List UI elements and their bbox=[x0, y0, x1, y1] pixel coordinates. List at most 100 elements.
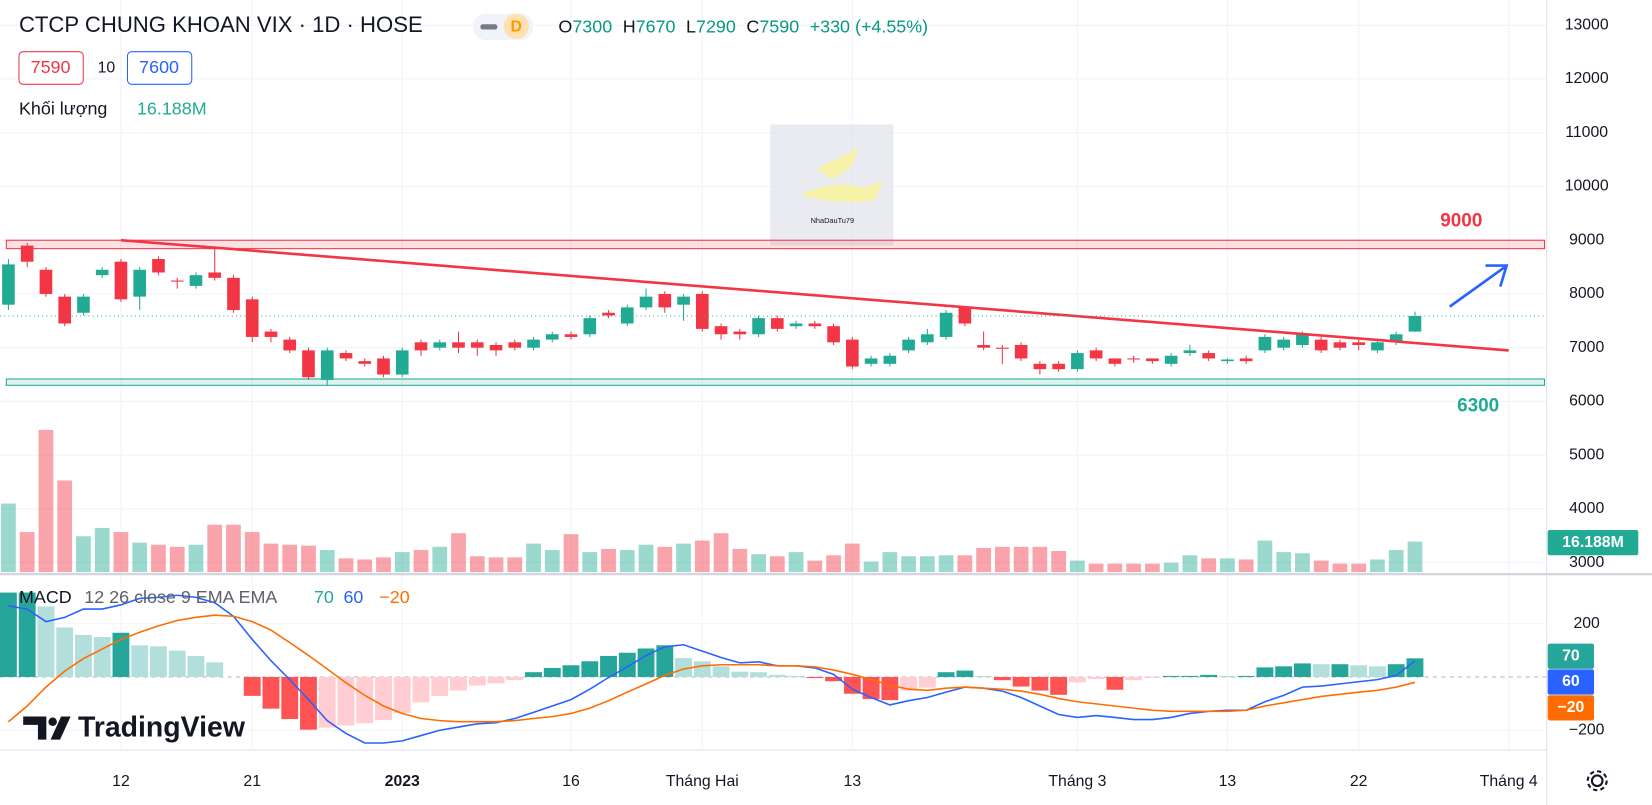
volume-bar bbox=[151, 544, 166, 573]
macd-histogram-bar bbox=[600, 655, 617, 677]
candle-body bbox=[39, 269, 53, 294]
y-tick-label: 10000 bbox=[1565, 178, 1609, 195]
candle-body bbox=[489, 345, 503, 351]
volume-bar bbox=[994, 546, 1010, 573]
macd-histogram-bar bbox=[562, 665, 580, 677]
x-tick-label: 13 bbox=[844, 773, 862, 790]
candle-body bbox=[864, 358, 878, 364]
volume-bar bbox=[1238, 559, 1254, 573]
macd-histogram-bar bbox=[0, 592, 17, 677]
macd-histogram-bar bbox=[1237, 675, 1255, 677]
macd-histogram-bar bbox=[56, 627, 74, 677]
candle-body bbox=[358, 361, 372, 364]
macd-histogram-bar bbox=[937, 672, 955, 677]
support-zone bbox=[5, 378, 1546, 386]
ohlc-value: 7300 bbox=[572, 16, 612, 36]
ohlc-legend: O7300 H7670 L7290 C7590 +330 (+4.55%) bbox=[558, 16, 928, 36]
volume-bar bbox=[619, 550, 635, 573]
candle-body bbox=[227, 277, 240, 311]
resistance-zone bbox=[5, 239, 1546, 250]
candle-body bbox=[677, 296, 690, 305]
volume-bar bbox=[882, 552, 898, 573]
brand-text: TradingView bbox=[78, 712, 246, 744]
macd-histogram-bar bbox=[1087, 676, 1105, 680]
settings-button[interactable] bbox=[1586, 770, 1608, 792]
volume-bar bbox=[563, 534, 579, 573]
candle-body bbox=[470, 342, 484, 348]
x-tick-label: 22 bbox=[1350, 773, 1368, 790]
macd-hist-value: 70 bbox=[314, 587, 334, 607]
badge-text: 60 bbox=[1562, 673, 1580, 690]
candle-body bbox=[283, 339, 297, 351]
macd-histogram-bar bbox=[806, 676, 824, 679]
x-tick-label: 2023 bbox=[385, 773, 420, 790]
volume-label: Khối lượng bbox=[19, 98, 107, 118]
candle-body bbox=[602, 312, 615, 316]
volume-bar bbox=[919, 556, 935, 573]
macd-histogram-bar bbox=[656, 645, 674, 677]
macd-line bbox=[8, 594, 1416, 744]
volume-bar bbox=[132, 542, 148, 573]
x-tick-label: Tháng 3 bbox=[1048, 773, 1106, 790]
candle-body bbox=[1183, 350, 1197, 354]
volume-bar bbox=[1351, 563, 1367, 573]
candle-body bbox=[1352, 342, 1366, 346]
candle-body bbox=[508, 342, 522, 348]
macd-histogram-bar bbox=[506, 676, 524, 681]
ask-box[interactable]: 7600 bbox=[126, 51, 193, 85]
candle-body bbox=[771, 318, 784, 329]
y-tick-label: 5000 bbox=[1569, 446, 1604, 463]
y-tick-label: 9000 bbox=[1569, 231, 1604, 248]
volume-bar bbox=[938, 555, 954, 573]
macd-histogram-bar bbox=[1369, 666, 1386, 677]
candle-body bbox=[189, 275, 203, 286]
interval-badge[interactable]: D bbox=[473, 13, 534, 41]
macd-histogram-bar bbox=[412, 676, 430, 703]
macd-histogram-bar bbox=[525, 672, 542, 677]
macd-histogram-bar bbox=[150, 646, 167, 677]
volume-bar bbox=[751, 554, 766, 573]
macd-histogram-bar bbox=[206, 662, 224, 677]
bid: 7590 bbox=[31, 57, 71, 77]
candle-body bbox=[377, 358, 390, 375]
volume-bar bbox=[1295, 553, 1310, 573]
candle-body bbox=[789, 323, 803, 327]
plot: 9000 6300 bbox=[0, 210, 1547, 744]
macd-histogram-bar bbox=[1312, 664, 1330, 677]
volume-bar bbox=[1407, 541, 1423, 573]
candle-body bbox=[1071, 353, 1084, 370]
macd-histogram-bar bbox=[693, 661, 711, 677]
macd-histogram-bar bbox=[956, 670, 974, 677]
candle-body bbox=[921, 334, 934, 343]
volume-bar bbox=[807, 560, 823, 573]
volume-bar bbox=[282, 544, 298, 573]
macd-histogram-bar bbox=[1331, 664, 1349, 677]
candle-body bbox=[658, 293, 672, 308]
macd-histogram-bar bbox=[1143, 676, 1161, 679]
bid-box[interactable]: 7590 bbox=[18, 51, 84, 85]
volume-bar bbox=[469, 556, 485, 573]
candle-body bbox=[977, 345, 990, 348]
volume-bar bbox=[1032, 546, 1048, 573]
candle-body bbox=[152, 259, 165, 273]
candle-body bbox=[1389, 334, 1403, 343]
badge-bg bbox=[1547, 529, 1639, 556]
macd-histogram-bar bbox=[393, 676, 411, 713]
macd-histogram-bar bbox=[187, 655, 205, 677]
candle-body bbox=[1277, 339, 1290, 348]
volume-bar bbox=[413, 550, 429, 573]
candle-body bbox=[1146, 358, 1159, 362]
volume-bar bbox=[357, 559, 373, 573]
candle-body bbox=[339, 353, 353, 359]
candle-body bbox=[752, 318, 765, 335]
volume-bar bbox=[826, 555, 841, 573]
volume-bar bbox=[394, 552, 410, 573]
watermark: NhaDauTu79 bbox=[770, 124, 894, 246]
ohlc-value: 7290 bbox=[696, 16, 736, 36]
volume-bar bbox=[1163, 562, 1179, 573]
resistance-label: 9000 bbox=[1440, 210, 1482, 231]
candle-body bbox=[2, 264, 15, 305]
volume-bar bbox=[526, 543, 541, 573]
macd-histogram-bar bbox=[75, 634, 92, 677]
